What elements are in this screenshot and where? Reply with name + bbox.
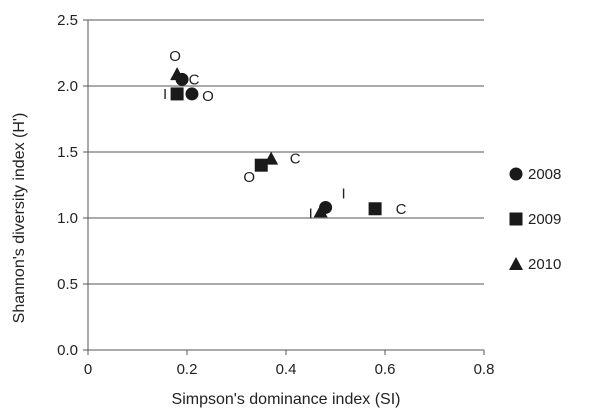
legend-label-2008: 2008 (528, 166, 561, 183)
tick-labels: 0.0 0.5 1.0 1.5 2.0 2.5 0 0.2 0.4 0.6 0.8 (57, 12, 494, 378)
y-tick-label: 1.0 (57, 210, 78, 227)
data-point-2009-O (254, 158, 268, 172)
legend: 2008 2009 2010 (509, 166, 561, 273)
point-label: O (169, 48, 181, 65)
y-tick-label: 0.0 (57, 342, 78, 359)
y-tick-label: 2.0 (57, 78, 78, 95)
legend-marker-2010 (509, 257, 523, 270)
point-label: C (396, 201, 407, 218)
legend-label-2009: 2009 (528, 211, 561, 228)
point-label: O (243, 169, 255, 186)
y-tick-label: 0.5 (57, 276, 78, 293)
point-label: C (290, 151, 301, 168)
data-points (170, 67, 382, 218)
legend-marker-2008 (509, 167, 523, 181)
x-axis-title: Simpson's dominance index (SI) (172, 391, 401, 408)
y-axis-title: Shannon's diversity index (H') (11, 113, 28, 324)
data-point-2010-O (170, 67, 185, 81)
gridlines (88, 19, 484, 285)
data-point-2008-O (185, 87, 199, 101)
legend-marker-2009 (509, 212, 523, 226)
x-tick-label: 0.2 (177, 361, 198, 378)
data-point-2009-C (368, 202, 382, 216)
data-point-2009-I (170, 87, 184, 101)
x-tick-label: 0.6 (375, 361, 396, 378)
y-tick-label: 1.5 (57, 144, 78, 161)
x-tick-label: 0.8 (474, 361, 495, 378)
point-label: I (342, 185, 346, 202)
point-label: O (202, 88, 214, 105)
data-point-2010-I (313, 204, 328, 218)
x-tick-label: 0.4 (276, 361, 297, 378)
y-tick-label: 2.5 (57, 12, 78, 29)
data-point-2010-C (264, 151, 279, 165)
axes (83, 19, 485, 355)
x-tick-label: 0 (84, 361, 92, 378)
point-label: I (309, 205, 313, 222)
point-label: C (189, 71, 200, 88)
legend-label-2010: 2010 (528, 256, 561, 273)
point-label: I (163, 86, 167, 103)
